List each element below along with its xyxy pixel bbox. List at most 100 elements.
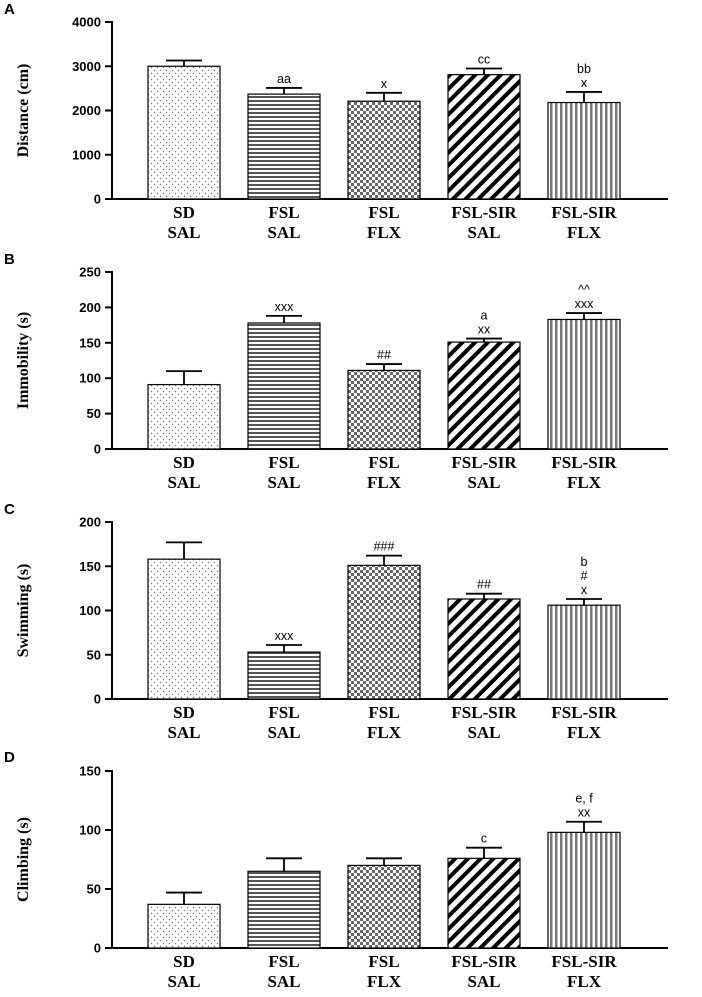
category-label-line1: FSL [368, 952, 399, 971]
y-tick-label: 0 [94, 192, 101, 207]
category-label-line2: SAL [167, 972, 200, 991]
bar [147, 65, 221, 200]
y-tick-label: 150 [79, 335, 101, 350]
category-label-line1: SD [173, 453, 195, 472]
significance-annotation: xxx [275, 300, 295, 314]
bar [347, 100, 421, 200]
category-label-line2: SAL [267, 473, 300, 492]
y-tick-label: 100 [79, 823, 101, 838]
y-tick-label: 200 [79, 300, 101, 315]
bar [247, 870, 321, 949]
y-tick-label: 150 [79, 559, 101, 574]
bar [347, 564, 421, 700]
category-label-line2: SAL [467, 473, 500, 492]
category-label-line2: SAL [267, 223, 300, 242]
category-label-line1: FSL-SIR [451, 203, 517, 222]
category-label-line2: SAL [167, 723, 200, 742]
category-label-line2: FLX [367, 972, 402, 991]
category-label-line2: SAL [467, 972, 500, 991]
category-label-line2: FLX [567, 223, 602, 242]
significance-annotation: ## [477, 578, 491, 592]
y-tick-label: 0 [94, 941, 101, 956]
y-tick-label: 4000 [72, 15, 101, 30]
category-label-line2: SAL [267, 972, 300, 991]
category-label-line1: SD [173, 203, 195, 222]
y-tick-label: 150 [79, 764, 101, 779]
y-axis-label: Swimming (s) [15, 564, 32, 658]
category-label-line2: FLX [367, 473, 402, 492]
category-label-line1: FSL-SIR [551, 952, 617, 971]
category-label-line1: FSL [268, 952, 299, 971]
y-tick-label: 100 [79, 371, 101, 386]
category-label-line2: FLX [567, 972, 602, 991]
bar [247, 93, 321, 200]
significance-annotation: xx [478, 323, 491, 337]
category-label-line1: FSL [268, 203, 299, 222]
significance-annotation: bb [577, 62, 591, 76]
category-label-line1: FSL [268, 453, 299, 472]
y-axis-label: Immobility (s) [15, 312, 32, 409]
y-tick-label: 50 [87, 647, 101, 662]
panel-letter: B [4, 251, 15, 268]
category-label-line2: SAL [167, 223, 200, 242]
bar [347, 864, 421, 949]
category-label-line1: FSL-SIR [451, 952, 517, 971]
significance-annotation: ^^ [578, 283, 590, 297]
y-tick-label: 50 [87, 406, 101, 421]
bar [247, 322, 321, 450]
bar [147, 558, 221, 700]
y-tick-label: 50 [87, 882, 101, 897]
significance-annotation: cc [478, 52, 491, 66]
bar [547, 101, 621, 200]
significance-annotation: a [481, 309, 488, 323]
y-tick-label: 3000 [72, 59, 101, 74]
category-label-line2: SAL [467, 223, 500, 242]
bar [247, 651, 321, 700]
significance-annotation: xx [578, 806, 591, 820]
category-label-line2: SAL [267, 723, 300, 742]
category-label-line1: SD [173, 952, 195, 971]
category-label-line1: FSL [368, 203, 399, 222]
panel-letter: A [4, 1, 15, 18]
category-label-line1: FSL-SIR [551, 203, 617, 222]
significance-annotation: xxx [275, 629, 295, 643]
category-label-line2: SAL [167, 473, 200, 492]
bar [447, 598, 521, 700]
significance-annotation: x [581, 583, 588, 597]
y-tick-label: 0 [94, 442, 101, 457]
category-label-line1: FSL-SIR [451, 453, 517, 472]
category-label-line1: FSL [368, 703, 399, 722]
bar [447, 857, 521, 949]
category-label-line1: FSL-SIR [451, 703, 517, 722]
category-label-line2: FLX [567, 473, 602, 492]
category-label-line1: FSL [368, 453, 399, 472]
y-tick-label: 100 [79, 603, 101, 618]
bar [147, 383, 221, 450]
bar [547, 318, 621, 450]
bar [347, 369, 421, 450]
panel-letter: D [4, 749, 15, 766]
y-tick-label: 1000 [72, 147, 101, 162]
y-tick-label: 0 [94, 692, 101, 707]
significance-annotation: xxx [575, 297, 595, 311]
bar [147, 903, 221, 949]
category-label-line2: FLX [367, 723, 402, 742]
y-axis-label: Climbing (s) [15, 817, 32, 902]
category-label-line2: SAL [467, 723, 500, 742]
significance-annotation: ## [377, 348, 391, 362]
significance-annotation: e, f [575, 792, 593, 806]
bar [447, 74, 521, 200]
y-tick-label: 200 [79, 515, 101, 530]
y-tick-label: 250 [79, 265, 101, 280]
significance-annotation: x [581, 76, 588, 90]
category-label-line1: FSL-SIR [551, 703, 617, 722]
bar [447, 341, 521, 450]
category-label-line1: SD [173, 703, 195, 722]
bar [547, 604, 621, 700]
significance-annotation: c [481, 832, 487, 846]
significance-annotation: b [581, 555, 588, 569]
